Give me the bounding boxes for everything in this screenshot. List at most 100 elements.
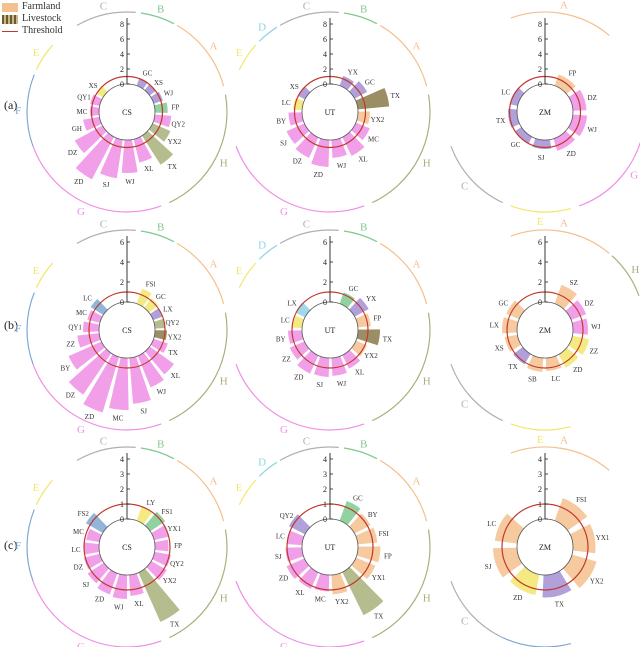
bar-YX2	[562, 554, 597, 588]
bar-label-TX: TX	[170, 620, 179, 628]
region-arc-G	[32, 580, 162, 647]
bar-SJ	[129, 356, 151, 404]
region-arc-E	[35, 479, 54, 505]
bar-TX	[542, 570, 572, 598]
bar-label-FS2: FS2	[78, 510, 90, 518]
region-arc-F	[26, 509, 35, 582]
region-label-C: C	[461, 616, 468, 628]
region-label-E: E	[537, 434, 544, 446]
bar-XL	[133, 136, 153, 163]
region-arc-E	[35, 44, 54, 70]
axis-tick-label: 1	[120, 500, 124, 509]
legend-item-livestock: Livestock	[2, 13, 63, 25]
region-label-B: B	[360, 438, 367, 450]
bar-SJ	[493, 547, 523, 578]
region-label-C: C	[461, 181, 468, 193]
region-label-D: D	[258, 22, 266, 34]
bar-label-FP: FP	[172, 104, 180, 112]
bar-label-ZD: ZD	[85, 413, 94, 421]
axis-tick-label: 6	[120, 238, 124, 247]
region-arc-E	[510, 423, 572, 431]
center-label: ZM	[539, 543, 551, 552]
region-arc-E	[238, 479, 257, 505]
bar-GC	[339, 292, 355, 309]
region-label-C: C	[303, 219, 310, 231]
bar-XL	[298, 567, 319, 589]
bar-label-FP: FP	[384, 553, 392, 561]
bar-label-MC: MC	[113, 415, 124, 423]
center-label: ZM	[539, 108, 551, 117]
bar-label-YX2: YX2	[364, 352, 378, 360]
region-label-A: A	[209, 476, 217, 488]
bar-label-WJ: WJ	[157, 388, 167, 396]
bar-label-QY2: QY2	[165, 319, 179, 327]
region-label-H: H	[220, 375, 228, 387]
bar-TX	[356, 329, 380, 346]
bar-label-WJ: WJ	[591, 323, 601, 331]
region-label-B: B	[157, 221, 164, 233]
axis-tick-label: 6	[538, 238, 542, 247]
bar-label-YX1: YX1	[167, 525, 181, 533]
bar-label-YX2: YX2	[335, 598, 349, 606]
bar-WJ	[137, 352, 164, 388]
row-label-a: (a)	[4, 98, 18, 112]
bar-BY	[349, 513, 371, 534]
bar-YX2	[148, 123, 171, 142]
row-label-c: (c)	[4, 538, 18, 552]
axis-tick-label: 4	[538, 455, 542, 464]
region-label-F: F	[15, 540, 21, 552]
bar-SJ	[285, 547, 304, 562]
region-label-E: E	[33, 482, 40, 494]
bar-label-YX2: YX2	[590, 577, 604, 585]
bar-label-XL: XL	[355, 369, 364, 377]
bar-MC	[314, 573, 330, 592]
bar-label-TX: TX	[383, 336, 392, 344]
bar-YX2	[356, 111, 370, 125]
axis-tick-label: 8	[120, 20, 124, 29]
bar-label-SJ: SJ	[485, 563, 492, 571]
bar-ZD	[311, 138, 330, 167]
bar-SJ	[87, 562, 110, 584]
bar-label-LC: LC	[282, 99, 291, 107]
region-arc-C	[76, 11, 136, 26]
bar-BY	[288, 330, 304, 344]
axis-tick-label: 4	[538, 258, 542, 267]
bar-label-DZ: DZ	[293, 158, 302, 166]
legend-label-farmland: Farmland	[22, 1, 61, 12]
axis-tick-label: 4	[323, 50, 327, 59]
region-arc-H	[169, 312, 228, 422]
region-arc-G	[235, 580, 365, 647]
region-label-F: F	[15, 323, 21, 335]
region-label-H: H	[220, 592, 228, 604]
region-label-E: E	[33, 265, 40, 277]
region-label-F: F	[15, 105, 21, 117]
bar-label-MC: MC	[76, 309, 87, 317]
axis-tick-label: 0	[538, 515, 542, 524]
bar-ZZ	[289, 341, 310, 360]
bar-FSl	[136, 288, 152, 307]
bar-FP	[154, 102, 168, 113]
region-arc-G	[235, 145, 365, 213]
region-arc-H	[169, 94, 228, 204]
bar-label-TX: TX	[391, 92, 400, 100]
bar-LX	[502, 317, 519, 334]
bar-label-LC: LC	[276, 532, 285, 540]
region-label-C: C	[303, 1, 310, 13]
bar-label-LC: LC	[72, 546, 81, 554]
bar-YX	[349, 297, 369, 317]
axis-tick-label: 6	[120, 35, 124, 44]
bar-LC	[494, 513, 525, 544]
bar-BY	[68, 341, 106, 370]
bar-label-SJ: SJ	[140, 407, 147, 415]
bar-label-GC: GC	[511, 141, 521, 149]
axis-tick-label: 2	[120, 485, 124, 494]
bar-label-LY: LY	[147, 499, 156, 507]
region-label-A: A	[209, 41, 217, 53]
bar-label-WJ: WJ	[125, 178, 135, 186]
bar-ZD	[297, 350, 319, 374]
region-arc-A	[176, 459, 225, 522]
bar-label-ZD: ZD	[314, 171, 323, 179]
bar-YX1	[351, 557, 376, 579]
bar-label-BY: BY	[276, 336, 286, 344]
